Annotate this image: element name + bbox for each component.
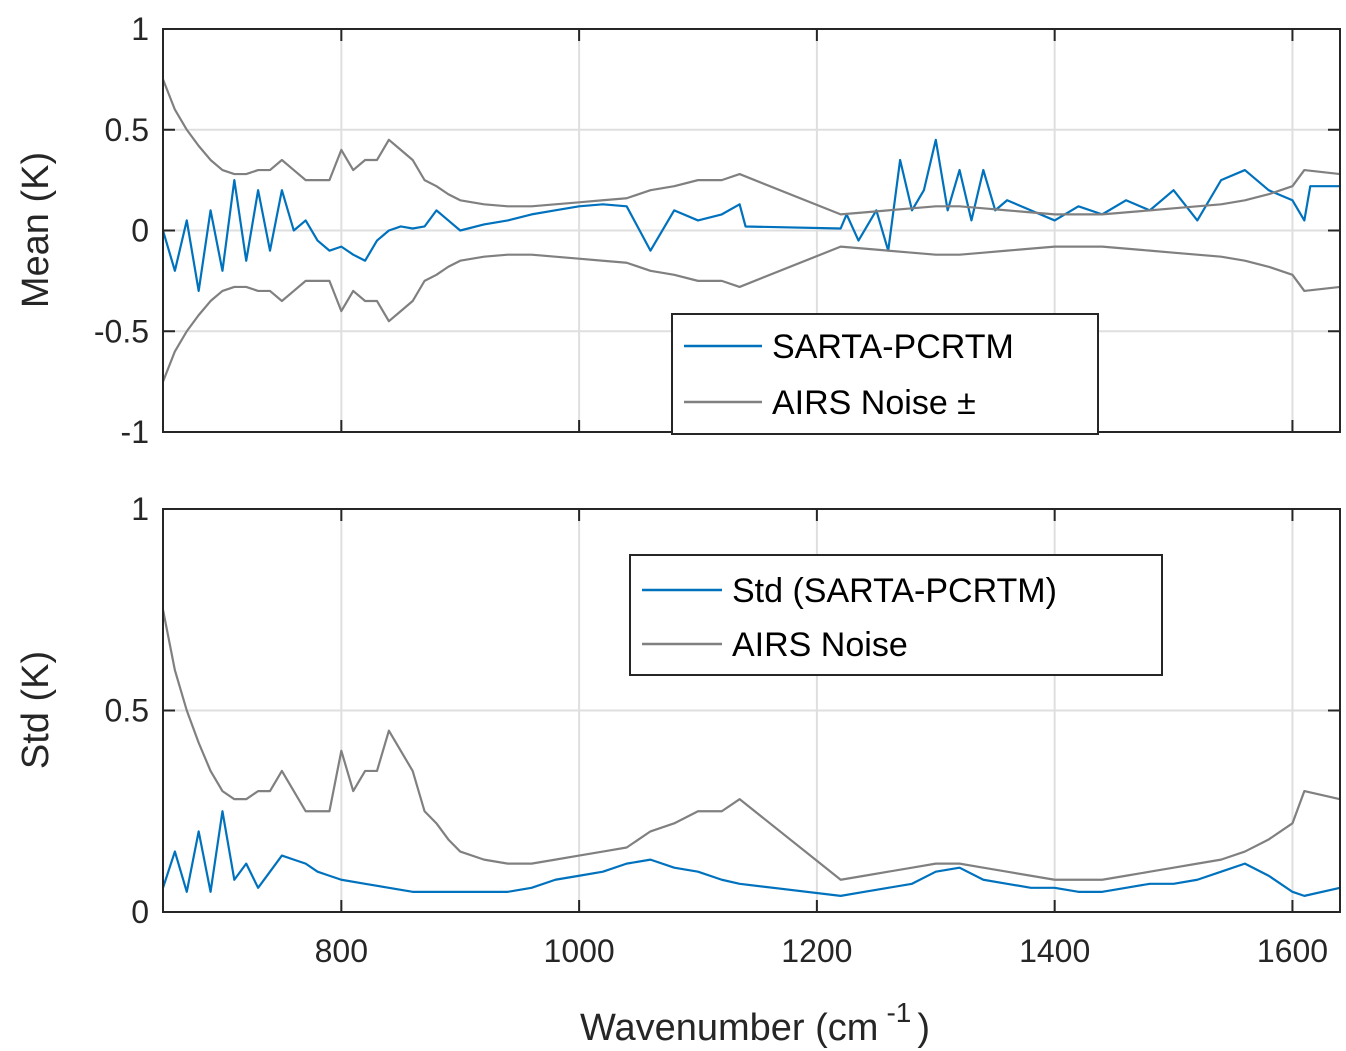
std-x-tick-label: 1200 [781,933,852,969]
std-series-noise-line [161,609,1341,881]
std-x-tick-label: 800 [315,933,368,969]
x-axis-label-close: ) [917,1007,930,1049]
std-series-sarta-line [161,810,1341,897]
mean-y-tick-label: 0.5 [105,112,149,148]
std-y-tick-label: 0 [131,894,149,930]
mean-ticks: -1 -0.5 0 0.5 1 [94,11,1340,450]
std-legend: Std (SARTA-PCRTM) AIRS Noise [629,554,1163,676]
std-series [161,609,1341,897]
mean-legend-box [671,313,1099,435]
mean-series [161,78,1341,383]
mean-series-noise-line [161,78,1341,216]
std-legend-label-noise: AIRS Noise [732,626,908,664]
mean-y-tick-label: 0 [131,213,149,249]
mean-legend: SARTA-PCRTM AIRS Noise ± [671,313,1099,435]
mean-y-tick-label: -1 [121,414,149,450]
std-x-tick-label: 1600 [1257,933,1328,969]
mean-y-tick-label: -0.5 [94,313,149,349]
std-x-tick-label: 1400 [1019,933,1090,969]
mean-legend-label-noise: AIRS Noise ± [772,384,976,422]
std-legend-label-sarta: Std (SARTA-PCRTM) [732,572,1057,610]
mean-series-noise-negative-line [161,245,1341,383]
x-axis-label-exponent: -1 [886,997,911,1028]
mean-y-tick-label: 1 [131,11,149,47]
std-y-tick-label: 0.5 [105,693,149,729]
std-ticks: 0 0.5 1 800 1000 1200 1400 1600 [105,491,1340,969]
mean-series-sarta-line [161,138,1340,293]
mean-legend-label-sarta: SARTA-PCRTM [772,328,1014,366]
std-panel: 0 0.5 1 800 1000 1200 1400 1600 Std (K) Std (SA… [15,491,1341,969]
std-x-tick-label: 1000 [544,933,615,969]
mean-y-axis-label: Mean (K) [15,152,57,308]
std-y-axis-label: Std (K) [15,651,57,769]
mean-panel: -1 -0.5 0 0.5 1 Mean (K) SARTA-PCRTM AIRS No… [15,11,1341,450]
x-axis-label: Wavenumber (cm -1) [580,997,930,1049]
std-legend-box [629,554,1163,676]
std-y-tick-label: 1 [131,491,149,527]
x-axis-label-main: Wavenumber (cm [580,1007,878,1049]
